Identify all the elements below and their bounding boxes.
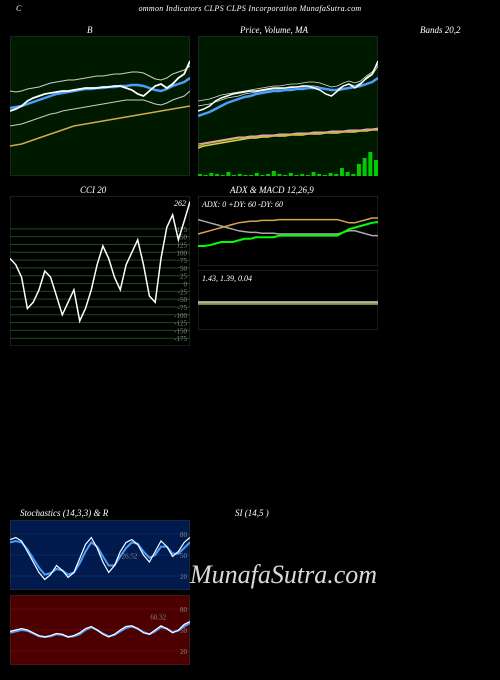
svg-text:20: 20 [180, 648, 188, 656]
svg-text:75: 75 [180, 257, 188, 265]
svg-text:-25: -25 [178, 288, 188, 296]
svg-text:0: 0 [184, 281, 188, 289]
svg-text:262: 262 [174, 199, 186, 208]
svg-text:-75: -75 [178, 304, 188, 312]
rsi-title: SI (14,5 ) [235, 505, 269, 521]
svg-text:20: 20 [180, 573, 188, 581]
stoch-chart: 80 50 20 26.52 [10, 520, 190, 590]
cci-chart: 1751501251007550250-25-50-75-100-125-150… [10, 196, 190, 346]
svg-text:80: 80 [180, 606, 188, 614]
macd-chart: 1.43, 1.39, 0.04 [198, 270, 378, 330]
rsi-w-chart: 80502060.32 [10, 595, 190, 665]
svg-text:100: 100 [177, 249, 188, 257]
svg-text:-50: -50 [178, 296, 188, 304]
svg-text:125: 125 [177, 241, 188, 249]
svg-text:50: 50 [180, 265, 188, 273]
adx-chart: ADX: 0 +DY: 60 -DY: 60 [198, 196, 378, 266]
watermark: MunafaSutra.com [190, 560, 377, 590]
bbands-chart [10, 36, 190, 176]
svg-text:-100: -100 [174, 312, 187, 320]
bands-right-title: Bands 20,2 [420, 22, 461, 38]
svg-text:25: 25 [180, 273, 188, 281]
stoch-title: Stochastics (14,3,3) & R [20, 505, 108, 521]
svg-text:26.52: 26.52 [122, 553, 138, 561]
price-ma-chart [198, 36, 378, 176]
header-prefix: C [16, 4, 22, 13]
svg-text:-175: -175 [174, 335, 187, 343]
svg-text:80: 80 [180, 531, 188, 539]
svg-text:-150: -150 [174, 327, 187, 335]
svg-text:1.43, 1.39, 0.04: 1.43, 1.39, 0.04 [202, 274, 252, 283]
svg-text:-125: -125 [174, 320, 187, 328]
svg-text:50: 50 [180, 552, 188, 560]
svg-text:ADX: 0 +DY: 60 -DY: 60: ADX: 0 +DY: 60 -DY: 60 [201, 200, 283, 209]
page-header: C ommon Indicators CLPS CLPS Incorporati… [0, 0, 500, 17]
svg-text:60.32: 60.32 [150, 614, 166, 622]
header-title: ommon Indicators CLPS CLPS Incorporation… [138, 4, 361, 13]
